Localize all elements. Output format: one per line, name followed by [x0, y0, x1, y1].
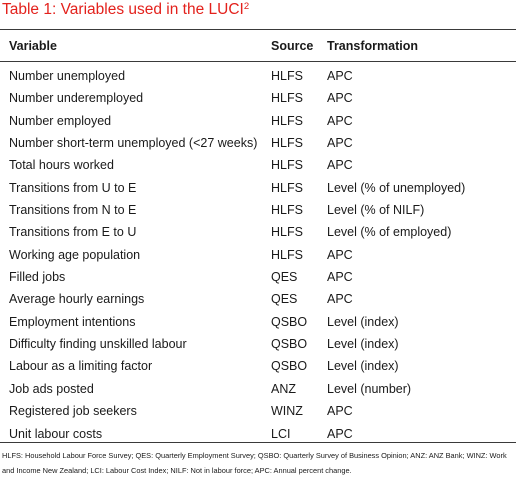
table-row: Transitions from U to E HLFS Level (% of u…	[0, 178, 516, 200]
table-row: Registered job seekers WINZ APC	[0, 401, 516, 423]
cell-source: QSBO	[271, 337, 308, 352]
cell-variable: Average hourly earnings	[9, 292, 145, 307]
cell-transformation: Level (index)	[327, 314, 399, 329]
cell-source: WINZ	[271, 404, 303, 419]
cell-source: HLFS	[271, 158, 303, 173]
cell-source: QSBO	[271, 359, 308, 374]
cell-variable: Transitions from N to E	[9, 203, 137, 218]
table-row: Job ads posted ANZ Level (number)	[0, 379, 516, 401]
cell-transformation: Level (index)	[327, 337, 399, 352]
header-transformation: Transformation	[327, 39, 418, 53]
cell-source: HLFS	[271, 247, 303, 262]
table-row: Average hourly earnings QES APC	[0, 289, 516, 311]
table-row: Difficulty finding unskilled labour QSBO L…	[0, 334, 516, 356]
table-top-rule	[0, 29, 516, 30]
table-row: Transitions from N to E HLFS Level (% of N…	[0, 200, 516, 222]
table-row: Number employed HLFS APC	[0, 111, 516, 133]
header-variable: Variable	[9, 39, 57, 53]
table-caption: Table 1: Variables used in the LUCI2	[2, 0, 249, 20]
cell-source: ANZ	[271, 381, 296, 396]
cell-source: HLFS	[271, 113, 303, 128]
cell-transformation: Level (% of NILF)	[327, 203, 425, 218]
cell-transformation: Level (% of employed)	[327, 225, 452, 240]
cell-source: HLFS	[271, 69, 303, 83]
table-row: Number unemployed HLFS APC	[0, 66, 516, 88]
table-row: Labour as a limiting factor QSBO Level (in…	[0, 356, 516, 378]
caption-text: Table 1: Variables used in the LUCI	[2, 1, 244, 18]
table-row: Number underemployed HLFS APC	[0, 88, 516, 110]
cell-variable: Filled jobs	[9, 270, 66, 285]
cell-variable: Registered job seekers	[9, 404, 137, 419]
cell-transformation: APC	[327, 113, 353, 128]
cell-transformation: APC	[327, 136, 353, 151]
cell-transformation: APC	[327, 69, 353, 83]
cell-transformation: APC	[327, 404, 353, 419]
table-row: Working age population HLFS APC	[0, 245, 516, 267]
table-row: Transitions from E to U HLFS Level (% of e…	[0, 222, 516, 244]
cell-transformation: Level (index)	[327, 359, 399, 374]
cell-transformation: APC	[327, 426, 353, 441]
table-row: Unit labour costs LCI APC	[0, 424, 516, 446]
header-source: Source	[271, 39, 314, 53]
cell-source: HLFS	[271, 136, 303, 151]
cell-variable: Number short-term unemployed (<27 weeks)	[9, 136, 258, 151]
table-header-rule	[0, 61, 516, 62]
table-row: Employment intentions QSBO Level (index)	[0, 312, 516, 334]
cell-source: HLFS	[271, 203, 303, 218]
cell-variable: Total hours worked	[9, 158, 114, 173]
cell-source: QES	[271, 292, 298, 307]
cell-variable: Difficulty finding unskilled labour	[9, 337, 187, 352]
cell-transformation: Level (number)	[327, 381, 412, 396]
cell-transformation: APC	[327, 158, 353, 173]
table-row: Filled jobs QES APC	[0, 267, 516, 289]
cell-source: QSBO	[271, 314, 308, 329]
cell-variable: Working age population	[9, 247, 141, 262]
cell-source: HLFS	[271, 180, 303, 195]
table-footnote: HLFS: Household Labour Force Survey; QES…	[2, 451, 507, 475]
cell-source: HLFS	[271, 91, 303, 106]
caption-footnote-ref: 2	[243, 1, 250, 12]
cell-variable: Number employed	[9, 113, 112, 128]
cell-variable: Number underemployed	[9, 91, 144, 106]
cell-variable: Number unemployed	[9, 69, 126, 83]
table-body: Number unemployed HLFS APC Number underempl…	[0, 66, 516, 446]
cell-source: QES	[271, 270, 298, 285]
table-row: Total hours worked HLFS APC	[0, 155, 516, 177]
cell-variable: Unit labour costs	[9, 426, 103, 441]
cell-variable: Employment intentions	[9, 314, 136, 329]
cell-transformation: APC	[327, 292, 353, 307]
cell-transformation: Level (% of unemployed)	[327, 180, 466, 195]
cell-source: HLFS	[271, 225, 303, 240]
table-bottom-rule	[0, 442, 516, 443]
cell-transformation: APC	[327, 91, 353, 106]
cell-variable: Transitions from U to E	[9, 180, 137, 195]
table-row: Number short-term unemployed (<27 weeks)…	[0, 133, 516, 155]
cell-transformation: APC	[327, 247, 353, 262]
cell-transformation: APC	[327, 270, 353, 285]
cell-variable: Transitions from E to U	[9, 225, 137, 240]
cell-variable: Labour as a limiting factor	[9, 359, 153, 374]
cell-variable: Job ads posted	[9, 381, 94, 396]
cell-source: LCI	[271, 426, 291, 441]
